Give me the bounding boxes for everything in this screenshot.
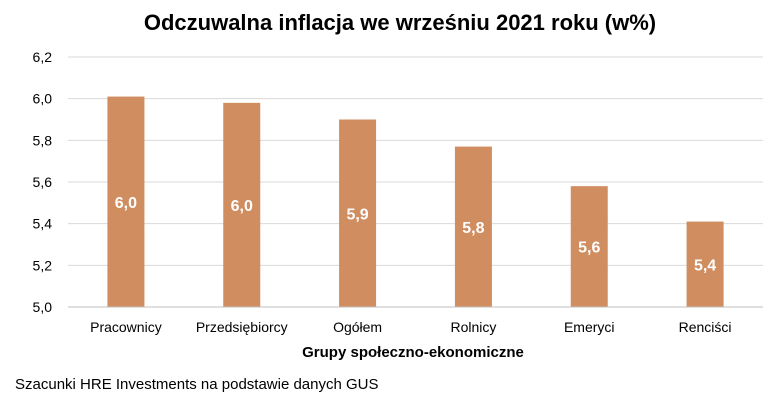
y-axis-ticks: 5,0 5,2 5,4 5,6 5,8 6,0 6,2 (33, 49, 53, 315)
chart-title: Odczuwalna inflacja we wrześniu 2021 rok… (144, 10, 656, 35)
data-label: 6,0 (115, 195, 137, 212)
y-tick-label: 5,0 (33, 299, 53, 315)
data-label: 6,0 (231, 198, 253, 215)
y-tick-label: 6,0 (33, 91, 53, 107)
x-tick-label: Rolnicy (450, 319, 496, 335)
bars (107, 96, 724, 307)
x-tick-label: Ogółem (333, 319, 382, 335)
bar (454, 146, 492, 307)
bar (570, 186, 608, 307)
source-footnote: Szacunki HRE Investments na podstawie da… (15, 376, 379, 393)
bar (686, 221, 724, 307)
bar (339, 119, 377, 307)
y-tick-label: 5,4 (33, 216, 53, 232)
data-label: 5,8 (462, 220, 484, 237)
bar (223, 102, 261, 307)
y-tick-label: 6,2 (33, 49, 53, 65)
y-tick-label: 5,8 (33, 132, 53, 148)
x-axis-ticks: Pracownicy Przedsiębiorcy Ogółem Rolnicy Eme… (90, 319, 731, 335)
data-label: 5,4 (694, 257, 716, 274)
gridlines (68, 56, 763, 266)
x-tick-label: Emeryci (564, 319, 615, 335)
data-label: 5,9 (346, 206, 368, 223)
x-tick-label: Przedsiębiorcy (196, 319, 288, 335)
x-tick-label: Renciści (679, 319, 732, 335)
data-label: 5,6 (578, 240, 600, 257)
y-tick-label: 5,6 (33, 174, 53, 190)
data-labels: 6,0 6,0 5,9 5,8 5,6 5,4 (115, 195, 717, 274)
bar (107, 96, 145, 307)
x-tick-label: Pracownicy (90, 319, 162, 335)
y-tick-label: 5,2 (33, 257, 53, 273)
x-axis-label: Grupy społeczno-ekonomiczne (302, 344, 524, 361)
